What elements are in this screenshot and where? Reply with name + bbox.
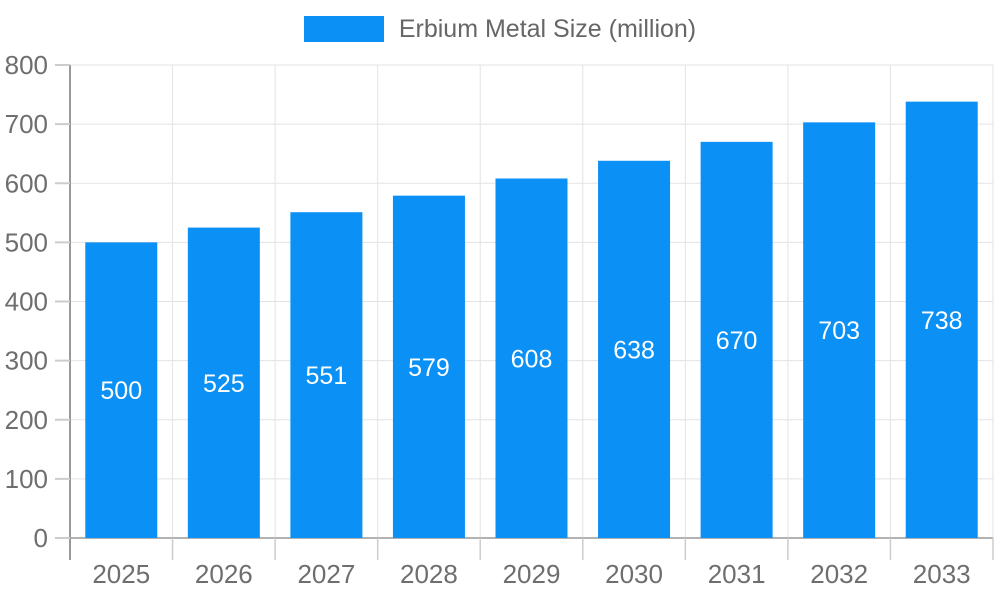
- x-tick-label: 2029: [503, 559, 561, 589]
- y-tick-label: 500: [5, 227, 48, 257]
- bar-2031[interactable]: [700, 141, 773, 539]
- bar-value-label: 703: [818, 317, 860, 345]
- bar-value-label: 738: [921, 307, 963, 335]
- bar-value-label: 670: [716, 327, 758, 355]
- bar-2028[interactable]: [392, 195, 465, 538]
- bar-value-label: 551: [306, 362, 348, 390]
- y-tick-label: 300: [5, 346, 48, 376]
- x-tick-label: 2032: [810, 559, 868, 589]
- legend-label: Erbium Metal Size (million): [398, 14, 697, 43]
- y-tick-label: 0: [34, 523, 48, 553]
- bar-value-label: 608: [511, 345, 553, 373]
- y-tick-label: 400: [5, 287, 48, 317]
- chart-legend[interactable]: Erbium Metal Size (million): [0, 16, 1000, 42]
- bar-value-label: 525: [203, 370, 245, 398]
- y-tick-label: 600: [5, 168, 48, 198]
- x-tick-label: 2028: [400, 559, 458, 589]
- x-tick-label: 2031: [708, 559, 766, 589]
- bar-value-label: 579: [408, 354, 450, 382]
- bar-2029[interactable]: [495, 178, 568, 538]
- y-tick-label: 800: [5, 50, 48, 80]
- x-tick-label: 2030: [605, 559, 663, 589]
- bar-2027[interactable]: [290, 212, 363, 538]
- y-tick-label: 200: [5, 405, 48, 435]
- bar-2025[interactable]: [85, 242, 158, 538]
- bar-2026[interactable]: [187, 227, 260, 538]
- x-tick-label: 2033: [913, 559, 971, 589]
- y-tick-label: 100: [5, 464, 48, 494]
- legend-swatch: [303, 16, 384, 42]
- x-tick-label: 2027: [297, 559, 355, 589]
- bar-value-label: 500: [100, 377, 142, 405]
- bar-2033[interactable]: [905, 101, 978, 538]
- y-tick-label: 700: [5, 109, 48, 139]
- bar-2032[interactable]: [803, 122, 876, 538]
- bar-2030[interactable]: [598, 160, 671, 538]
- x-tick-label: 2026: [195, 559, 253, 589]
- bar-value-label: 638: [613, 336, 655, 364]
- x-tick-label: 2025: [92, 559, 150, 589]
